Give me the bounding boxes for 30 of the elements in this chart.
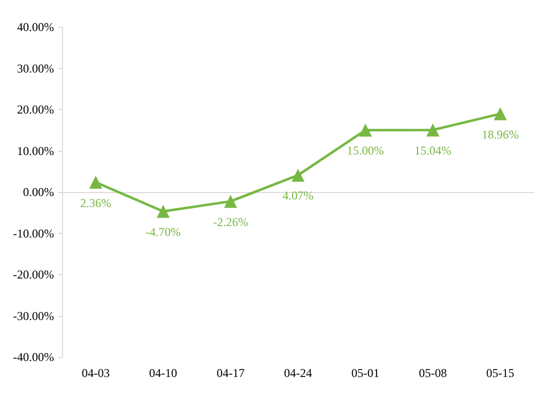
- x-tick-label: 05-15: [486, 366, 514, 380]
- data-label: -4.70%: [146, 224, 181, 239]
- x-tick-label: 05-08: [418, 366, 447, 380]
- x-tick-label: 04-24: [284, 366, 312, 380]
- y-tick-label: -20.00%: [13, 268, 54, 282]
- point: [89, 176, 102, 189]
- x-tick-label: 05-01: [351, 366, 380, 380]
- x-tick-label: 04-17: [216, 366, 245, 380]
- y-tick-label: 30.00%: [17, 61, 54, 76]
- data-label: 15.00%: [346, 144, 384, 158]
- x-tick-label: 04-03: [82, 366, 110, 380]
- y-tick-label: 20.00%: [17, 102, 54, 116]
- point: [358, 124, 372, 137]
- point: [426, 123, 440, 136]
- y-tick-label: -40.00%: [13, 350, 54, 364]
- data-label: 4.07%: [282, 188, 314, 203]
- y-tick-label: 10.00%: [17, 144, 54, 158]
- point: [224, 194, 238, 208]
- data-label: 2.36%: [80, 196, 112, 210]
- y-tick-label: 40.00%: [17, 20, 54, 34]
- data-label: 18.96%: [482, 127, 519, 142]
- x-tick-label: 04-10: [149, 366, 178, 380]
- point: [292, 168, 304, 182]
- data-label: -2.26%: [213, 214, 248, 229]
- data-label: 15.04%: [414, 143, 452, 158]
- point: [156, 204, 170, 218]
- y-tick-label: 0.00%: [23, 185, 54, 199]
- y-tick-label: -10.00%: [13, 226, 54, 240]
- y-tick-label: -30.00%: [13, 308, 54, 323]
- point: [494, 107, 507, 120]
